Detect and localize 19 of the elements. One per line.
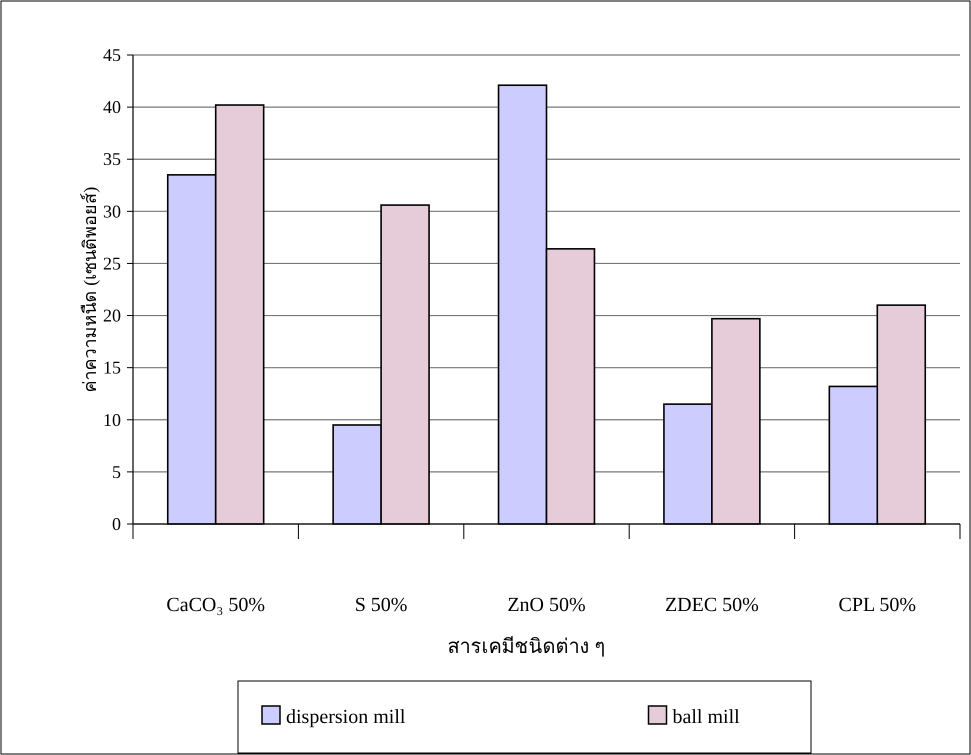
legend-label: dispersion mill (286, 706, 406, 728)
y-axis-title: ค่าความหนืด (เซนติพอยส์) (80, 186, 100, 392)
y-tick-label: 25 (103, 253, 121, 274)
y-tick-label: 45 (103, 45, 121, 65)
legend-label: ball mill (672, 706, 740, 728)
x-tick-label: S 50% (354, 594, 408, 616)
y-tick-label: 40 (103, 97, 121, 118)
y-tick-label: 20 (103, 306, 121, 326)
x-axis-title: สารเคมีชนิดต่าง ๆ (448, 636, 606, 658)
y-tick-label: 10 (103, 410, 121, 430)
y-tick-label: 0 (112, 514, 121, 534)
x-tick-label: ZDEC 50% (664, 594, 759, 616)
y-tick-label: 30 (103, 201, 121, 222)
y-tick-label: 15 (103, 358, 121, 378)
x-tick-label: CPL 50% (838, 594, 916, 616)
x-tick-label: ZnO 50% (507, 594, 586, 616)
x-tick-label: CaCO₃ 50% (166, 594, 266, 616)
y-tick-label: 35 (103, 149, 121, 170)
y-tick-label: 5 (112, 462, 121, 482)
